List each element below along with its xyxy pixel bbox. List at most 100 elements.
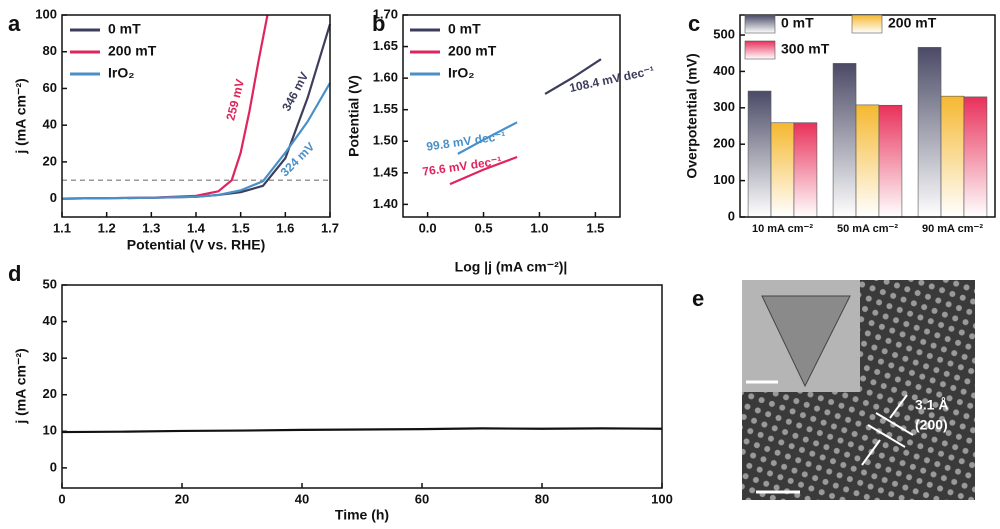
x-tick-label: 60 [415, 491, 429, 506]
legend-label: 200 mT [108, 43, 157, 59]
plot-frame [61, 14, 331, 218]
y-tick-label: 20 [43, 153, 57, 168]
y-tick-label: 1.65 [373, 38, 398, 53]
x-tick-label: 0 [58, 491, 65, 506]
d-spacing: 3.1 Å [915, 397, 948, 413]
panel: b 1.40 1.45 1.50 1.55 1.60 1.65 1.70 0.0 0.5 1.0 1.… [346, 6, 656, 274]
panel: c 0 100 200 300 400 500 Overpotential (mV) 10 mA… [684, 11, 996, 235]
legend-swatch [744, 40, 776, 60]
x-tick-label: 10 mA cm⁻² [752, 223, 813, 235]
x-tick-label: 0.0 [419, 220, 437, 235]
plot-frame [61, 284, 663, 489]
x-tick-label: 20 [175, 491, 189, 506]
panel-label: e [692, 286, 704, 311]
legend-label: 0 mT [448, 21, 481, 37]
lattice-line [875, 412, 914, 436]
panel-e: e 3.1 Å (200) [692, 280, 975, 500]
y-tick-label: 200 [713, 136, 735, 151]
x-tick-label: 1.1 [53, 220, 71, 235]
y-tick-label: 1.40 [373, 196, 398, 211]
x-tick-label: 0.5 [474, 220, 492, 235]
x-tick-label: 1.5 [232, 220, 250, 235]
y-tick-label: 40 [43, 313, 57, 328]
panel: d 0 10 20 30 40 50 0 20 40 60 80 100 Time (h) j (mA cm… [8, 261, 673, 523]
legend-label: IrO₂ [448, 65, 474, 81]
series-line [544, 58, 602, 95]
series-line [61, 82, 331, 200]
annotation: 108.4 mV dec⁻¹ [568, 63, 655, 95]
series-line [457, 121, 518, 155]
annotation: 259 mV [223, 78, 247, 122]
bar [793, 122, 818, 218]
series-line [61, 427, 663, 434]
x-tick-label: 1.6 [276, 220, 294, 235]
y-tick-label: 0 [50, 459, 57, 474]
bar [770, 122, 795, 218]
y-tick-label: 40 [43, 117, 57, 132]
y-tick-label: 1.45 [373, 164, 398, 179]
plot-frame [402, 14, 621, 218]
bar [917, 47, 942, 218]
y-tick-label: 100 [35, 6, 57, 21]
y-tick-label: 30 [43, 350, 57, 365]
y-tick-label: 10 [43, 423, 57, 438]
y-axis-label: j (mA cm⁻²) [13, 78, 29, 154]
panel-label: b [372, 11, 385, 36]
y-tick-label: 1.60 [373, 70, 398, 85]
series-line [449, 156, 518, 186]
panel-label: a [8, 11, 21, 36]
x-tick-label: 1.4 [187, 220, 206, 235]
x-axis-label: Log |j (mA cm⁻²)| [455, 259, 568, 275]
legend-label: IrO₂ [108, 65, 134, 81]
annotation: 76.6 mV dec⁻¹ [421, 154, 502, 179]
x-axis-label: Potential (V vs. RHE) [127, 237, 265, 253]
x-tick-label: 1.3 [142, 220, 160, 235]
bar [963, 96, 988, 218]
plane-index: (200) [915, 417, 948, 433]
triangle-flake [761, 295, 851, 388]
legend-swatch [851, 14, 883, 34]
bar [878, 104, 903, 218]
y-tick-label: 1.50 [373, 133, 398, 148]
x-tick-label: 50 mA cm⁻² [837, 223, 898, 235]
y-tick-label: 60 [43, 80, 57, 95]
x-tick-label: 1.5 [586, 220, 604, 235]
x-tick-label: 90 mA cm⁻² [922, 223, 983, 235]
panel-label: d [8, 261, 21, 286]
annotation: 346 mV [279, 70, 311, 114]
legend-label: 200 mT [888, 15, 937, 31]
arrow [889, 394, 908, 419]
legend-label: 200 mT [448, 43, 497, 59]
y-tick-label: 80 [43, 43, 57, 58]
x-tick-label: 100 [651, 491, 673, 506]
y-tick-label: 0 [728, 208, 735, 223]
y-tick-label: 20 [43, 386, 57, 401]
y-axis-label: Potential (V) [346, 75, 362, 157]
bar [832, 63, 857, 218]
x-axis-label: Time (h) [335, 507, 389, 523]
bar [855, 104, 880, 218]
x-tick-label: 1.0 [530, 220, 548, 235]
legend-label: 0 mT [781, 15, 814, 31]
x-tick-label: 40 [295, 491, 309, 506]
y-tick-label: 100 [713, 172, 735, 187]
x-tick-label: 1.7 [321, 220, 339, 235]
y-tick-label: 1.70 [373, 6, 398, 21]
legend-label: 300 mT [781, 41, 830, 57]
y-tick-label: 0 [50, 190, 57, 205]
bar [940, 95, 965, 218]
panel: a 0 20 40 60 80 100 1.1 1.2 1.3 1.4 1.5 1.6 1.7 Potent… [8, 6, 339, 252]
panel-label: c [688, 11, 700, 36]
legend-swatch [744, 14, 776, 34]
bar [747, 90, 772, 218]
legend-label: 0 mT [108, 21, 141, 37]
y-tick-label: 50 [43, 276, 57, 291]
x-tick-label: 80 [535, 491, 549, 506]
lattice-line [867, 424, 906, 448]
y-tick-label: 400 [713, 63, 735, 78]
y-tick-label: 500 [713, 26, 735, 41]
x-tick-label: 1.2 [98, 220, 116, 235]
y-axis-label: j (mA cm⁻²) [13, 348, 29, 424]
y-tick-label: 1.55 [373, 101, 398, 116]
